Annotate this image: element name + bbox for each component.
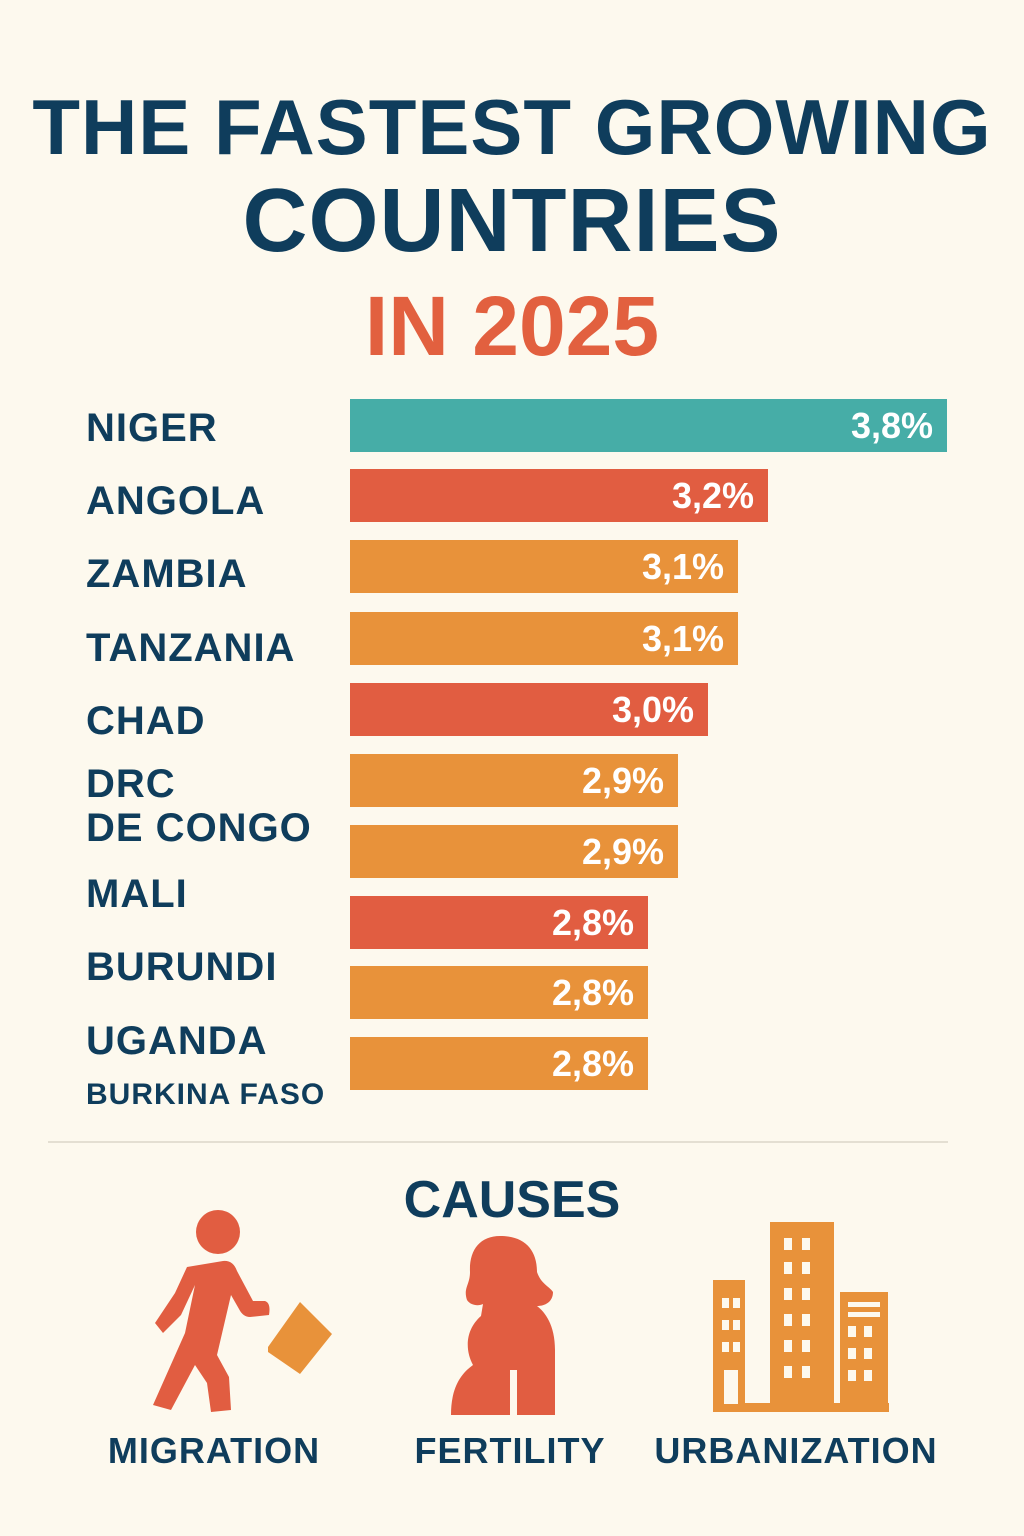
bar-value-label: 2,8% xyxy=(551,972,634,1013)
bar-value-label: 3,1% xyxy=(641,546,724,587)
bar-value-label: 2,8% xyxy=(551,902,634,943)
bar-value-label: 3,1% xyxy=(641,618,724,659)
country-label: DE CONGO xyxy=(86,806,312,850)
country-label: MALI xyxy=(86,872,188,916)
bar: 2,9% xyxy=(350,825,678,878)
country-label: BURUNDI xyxy=(86,945,278,989)
bar-value-label: 3,8% xyxy=(850,405,933,446)
cause-label-urbanization: URBANIZATION xyxy=(654,1430,938,1471)
bar: 2,9% xyxy=(350,754,678,807)
bar: 3,1% xyxy=(350,540,738,593)
bar: 2,8% xyxy=(350,966,648,1019)
country-label: UGANDA xyxy=(86,1019,268,1063)
bar: 3,1% xyxy=(350,612,738,665)
bar-value-label: 2,8% xyxy=(551,1043,634,1084)
bar-value-label: 2,9% xyxy=(581,760,664,801)
bar: 2,8% xyxy=(350,896,648,949)
pregnant-woman-icon xyxy=(451,1236,555,1415)
cause-label-migration: MIGRATION xyxy=(107,1430,321,1471)
country-label: ANGOLA xyxy=(86,479,266,523)
bar-value-label: 3,2% xyxy=(671,475,754,516)
bar: 3,2% xyxy=(350,469,768,522)
causes-heading: CAUSES xyxy=(403,1171,621,1229)
country-label: CHAD xyxy=(86,699,206,743)
title-line-2: COUNTRIES xyxy=(242,171,782,271)
bar: 2,8% xyxy=(350,1037,648,1090)
title-line-1: THE FASTEST GROWING xyxy=(32,83,992,171)
cause-label-fertility: FERTILITY xyxy=(414,1430,606,1471)
bar-value-label: 2,9% xyxy=(581,831,664,872)
divider xyxy=(48,1141,948,1143)
country-label: ZAMBIA xyxy=(86,552,248,596)
country-label: DRC xyxy=(86,762,176,806)
bar-value-label: 3,0% xyxy=(611,689,694,730)
title-line-3: IN 2025 xyxy=(364,279,660,373)
city-buildings-icon xyxy=(713,1222,889,1412)
country-label: NIGER xyxy=(86,406,218,450)
country-label: TANZANIA xyxy=(86,626,296,670)
country-label: BURKINA FASO xyxy=(86,1078,326,1111)
bar: 3,8% xyxy=(350,399,947,452)
bar: 3,0% xyxy=(350,683,708,736)
walking-person-arrow-icon xyxy=(153,1210,332,1412)
